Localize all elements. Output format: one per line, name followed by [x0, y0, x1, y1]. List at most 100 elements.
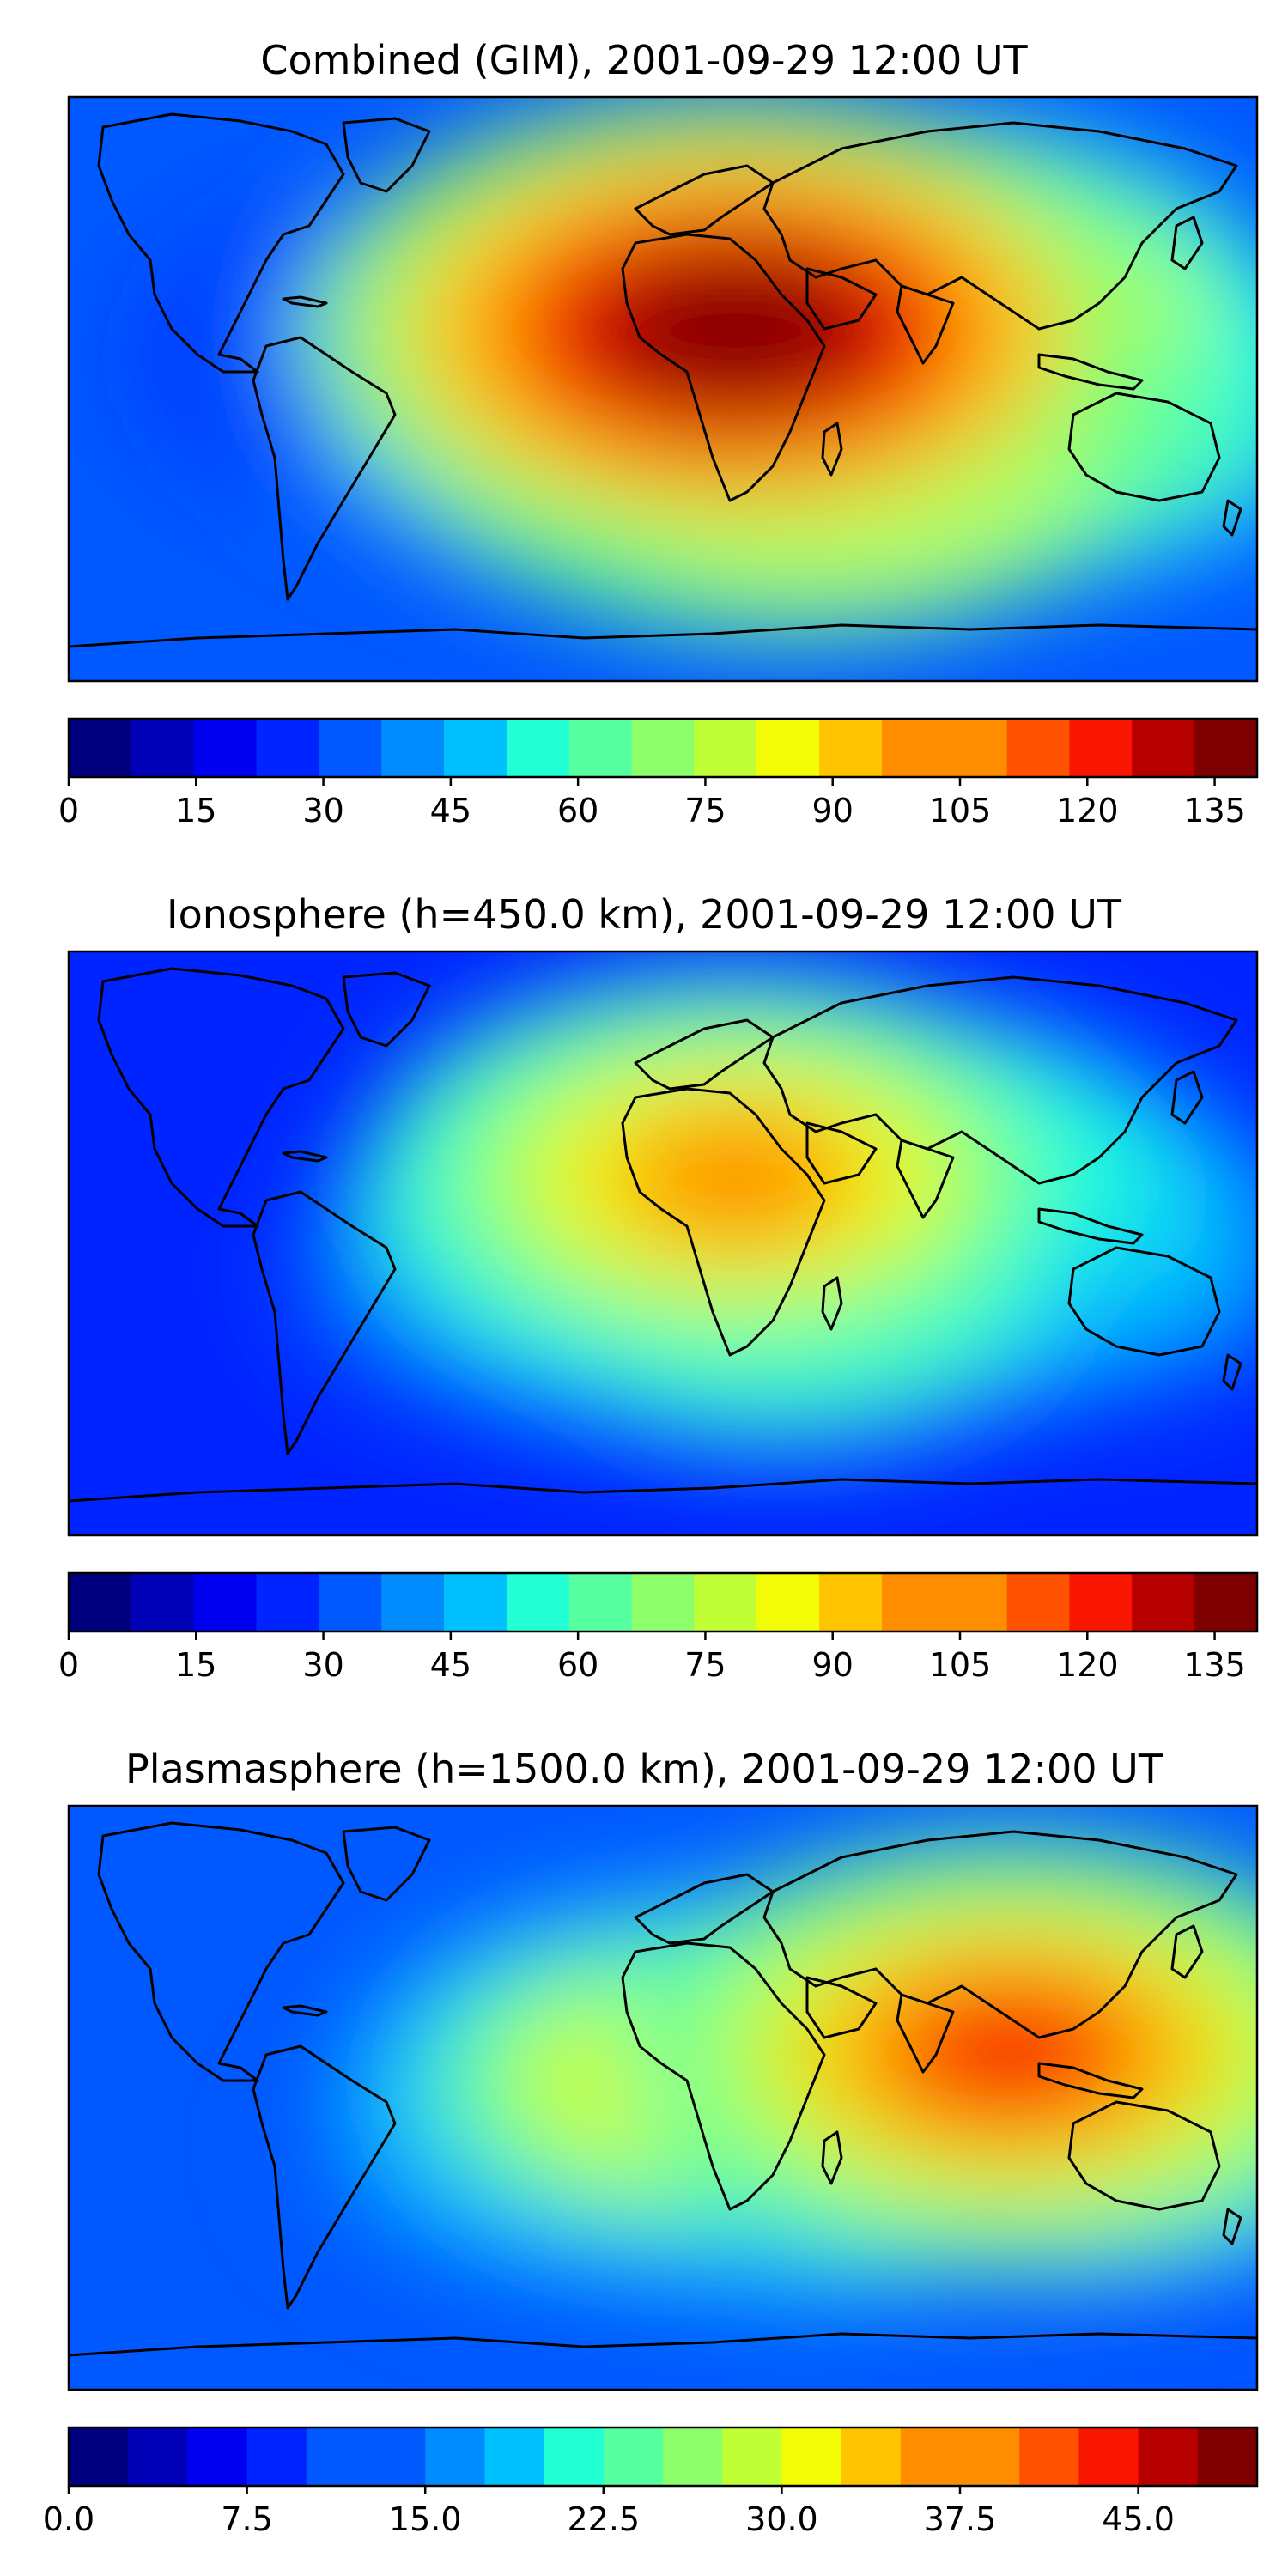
plasmasphere-colorbar-bin: [246, 2427, 307, 2486]
plasmasphere-colorbar-frame: [67, 2426, 1259, 2488]
ionosphere-colorbar-bin: [444, 1573, 507, 1631]
combined-colorbar-frame: [67, 717, 1259, 779]
combined-colorbar-bin: [944, 719, 1008, 777]
ionosphere-colorbar-bin: [631, 1573, 696, 1631]
combined-colorbar-bin: [631, 719, 696, 777]
plasmasphere-colorbar-bin: [841, 2427, 902, 2486]
plasmasphere-map-frame: [67, 1804, 1259, 2391]
ionosphere-colorbar-bin: [506, 1573, 570, 1631]
combined-heat-field: [151, 97, 1257, 639]
plasmasphere-colorbar-bin: [128, 2427, 188, 2486]
combined-colorbar-tick-label: 90: [812, 792, 854, 829]
combined-colorbar: 0 15 30 45 60 75 90 105 120 135: [58, 717, 1259, 829]
ionosphere-panel-title: Ionosphere (h=450.0 km), 2001-09-29 12:0…: [167, 891, 1121, 938]
ionosphere-colorbar-bin: [193, 1573, 258, 1631]
ionosphere-map-frame: [67, 950, 1259, 1537]
ionosphere-colorbar-tick-label: 45: [430, 1646, 471, 1684]
plasmasphere-colorbar-bin: [544, 2427, 605, 2486]
ionosphere-colorbar-bin: [131, 1573, 195, 1631]
ionosphere-colorbar-bin: [819, 1573, 883, 1631]
ionosphere-colorbar-frame: [67, 1571, 1259, 1633]
plasmasphere-colorbar-bin: [366, 2427, 426, 2486]
ionosphere-colorbar-bin: [1069, 1573, 1133, 1631]
ionosphere-colorbar-bin: [694, 1573, 757, 1631]
ionosphere-colorbar-bin: [319, 1573, 382, 1631]
plasmasphere-colorbar: 0.0 7.5 15.0 22.5 30.0 37.5 45.0: [43, 2426, 1259, 2538]
plasmasphere-colorbar-bin: [781, 2427, 842, 2486]
ionosphere-colorbar-tick-label: 15: [175, 1646, 216, 1684]
ionosphere-colorbar-bin: [1132, 1573, 1195, 1631]
plasmasphere-colorbar-bin: [187, 2427, 248, 2486]
combined-colorbar-bin: [193, 719, 258, 777]
plasmasphere-colorbar-tick-label: 30.0: [745, 2500, 818, 2538]
combined-panel-title: Combined (GIM), 2001-09-29 12:00 UT: [260, 37, 1028, 83]
combined-colorbar-bin: [131, 719, 195, 777]
combined-colorbar-bin: [1006, 719, 1071, 777]
ionosphere-colorbar-tick-label: 30: [302, 1646, 343, 1684]
plasmasphere-colorbar-tick-label: 45.0: [1102, 2500, 1175, 2538]
plasmasphere-colorbar-tick-label: 37.5: [924, 2500, 997, 2538]
plasmasphere-panel-title: Plasmasphere (h=1500.0 km), 2001-09-29 1…: [125, 1746, 1163, 1792]
ionosphere-colorbar-bin: [381, 1573, 445, 1631]
ionosphere-colorbar-tick-label: 135: [1183, 1646, 1246, 1684]
ionosphere-colorbar-bin: [1006, 1573, 1071, 1631]
plasmasphere-colorbar-bin: [484, 2427, 545, 2486]
combined-colorbar-bin: [1069, 719, 1133, 777]
combined-colorbar-bin: [1132, 719, 1195, 777]
plasmasphere-colorbar-bin: [603, 2427, 664, 2486]
plasmasphere-colorbar-bin: [722, 2427, 782, 2486]
plasmasphere-hotspot: [877, 1978, 1142, 2126]
plasmasphere-colorbar-bin: [69, 2427, 129, 2486]
combined-colorbar-tick-label: 135: [1183, 792, 1246, 829]
combined-colorbar-bin: [319, 719, 382, 777]
combined-colorbar-tick-label: 0: [58, 792, 79, 829]
plasmasphere-map: [67, 1804, 1259, 2391]
plasmasphere-heat-field: [277, 1837, 1257, 2317]
combined-colorbar-bin: [881, 719, 945, 777]
plasmasphere-colorbar-bin: [1019, 2427, 1079, 2486]
combined-colorbar-tick-label: 15: [175, 792, 216, 829]
plasmasphere-colorbar-bin: [306, 2427, 367, 2486]
ionosphere-colorbar-bin: [944, 1573, 1008, 1631]
combined-colorbar-tick-label: 120: [1056, 792, 1119, 829]
ionosphere-colorbar-bin: [69, 1573, 132, 1631]
plasmasphere-colorbar-bin: [425, 2427, 485, 2486]
combined-colorbar-bin: [1194, 719, 1258, 777]
ionosphere-colorbar-bin: [881, 1573, 945, 1631]
combined-colorbar-bin: [694, 719, 757, 777]
combined-colorbar-bin: [69, 719, 132, 777]
combined-colorbar-tick-label: 30: [302, 792, 343, 829]
plasmasphere-colorbar-bin: [1197, 2427, 1258, 2486]
plasmasphere-colorbar-tick-label: 22.5: [567, 2500, 640, 2538]
combined-colorbar-tick-label: 105: [929, 792, 992, 829]
plasmasphere-colorbar-bin: [663, 2427, 723, 2486]
plasmasphere-colorbar-bin: [900, 2427, 961, 2486]
ionosphere-colorbar: 0 15 30 45 60 75 90 105 120 135: [58, 1571, 1259, 1684]
combined-colorbar-tick-label: 75: [684, 792, 726, 829]
combined-colorbar-bin: [568, 719, 633, 777]
combined-colorbar-bin: [506, 719, 570, 777]
ionosphere-heat-field: [280, 972, 1257, 1456]
combined-hotspot: [591, 250, 880, 411]
plasmasphere-colorbar-tick-label: 7.5: [221, 2500, 272, 2538]
ionosphere-colorbar-tick-label: 120: [1056, 1646, 1119, 1684]
combined-colorbar-bin: [819, 719, 883, 777]
combined-colorbar-tick-label: 60: [557, 792, 598, 829]
ionosphere-colorbar-tick-label: 60: [557, 1646, 598, 1684]
ionosphere-colorbar-bin: [756, 1573, 820, 1631]
plasmasphere-colorbar-bin: [1078, 2427, 1139, 2486]
ionosphere-colorbar-bin: [568, 1573, 633, 1631]
combined-colorbar-bin: [256, 719, 319, 777]
combined-colorbar-tick-label: 45: [430, 792, 471, 829]
plasmasphere-colorbar-tick-label: 0.0: [43, 2500, 94, 2538]
ionosphere-colorbar-tick-label: 75: [684, 1646, 726, 1684]
combined-colorbar-bin: [756, 719, 820, 777]
ionosphere-colorbar-tick-label: 0: [58, 1646, 79, 1684]
ionosphere-colorbar-bin: [1194, 1573, 1258, 1631]
ionosphere-map: [67, 950, 1259, 1537]
plasmasphere-colorbar-bin: [960, 2427, 1020, 2486]
plasmasphere-colorbar-tick-label: 15.0: [389, 2500, 462, 2538]
ionosphere-hotspot: [609, 1108, 862, 1249]
ionosphere-colorbar-tick-label: 90: [812, 1646, 854, 1684]
